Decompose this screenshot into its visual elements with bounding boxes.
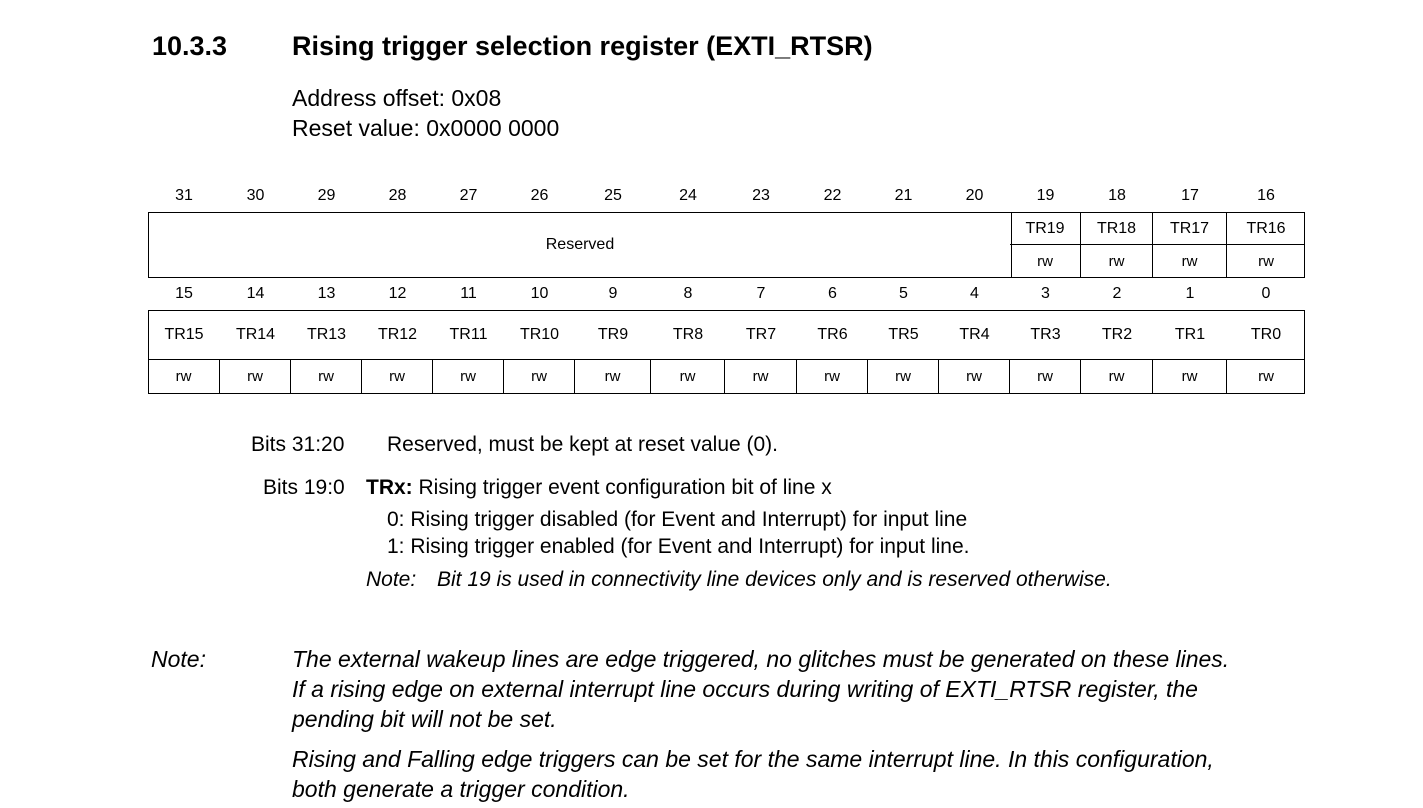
access-tr6: rw [797, 360, 868, 393]
access-tr13: rw [291, 360, 362, 393]
note-label: Note: [151, 646, 206, 672]
access-tr4: rw [939, 360, 1010, 393]
tr-note-text: Bit 19 is used in connectivity line devi… [437, 568, 1112, 591]
register-diagram: 31 30 29 28 27 26 25 24 23 22 21 20 19 18 17 16 Reserve… [0, 0, 1423, 400]
tr-bits-label: Bits 19:0 [263, 476, 345, 499]
field-tr7: TR7 [725, 311, 797, 360]
reset-value: Reset value: 0x0000 0000 [292, 115, 560, 141]
field-tr19: TR19 [1010, 213, 1081, 245]
field-tr3: TR3 [1010, 311, 1081, 360]
reserved-field: Reserved [149, 213, 1012, 277]
upper-register-row: Reserved TR19 rw TR18 rw TR17 rw TR16 rw [148, 212, 1305, 278]
lower-bit-number: 1 [1185, 285, 1195, 302]
access-tr2: rw [1081, 360, 1153, 393]
tr-field-text: Rising trigger event configuration bit o… [418, 476, 832, 499]
field-tr17: TR17 [1153, 213, 1227, 245]
lower-bit-number: 15 [175, 285, 193, 302]
field-tr16: TR16 [1227, 213, 1305, 245]
field-tr12: TR12 [362, 311, 433, 360]
access-tr17: rw [1153, 245, 1227, 277]
note-line-2: If a rising edge on external interrupt l… [292, 676, 1198, 702]
upper-bit-number: 28 [388, 187, 407, 204]
lower-bit-number: 13 [317, 285, 336, 302]
tr-value-0: 0: Rising trigger disabled (for Event an… [387, 508, 968, 531]
field-tr14: TR14 [220, 311, 291, 360]
field-tr10: TR10 [504, 311, 575, 360]
lower-bit-number: 0 [1261, 285, 1271, 302]
tr-field-name: TRx: [366, 476, 413, 499]
lower-bit-number: 9 [608, 285, 618, 302]
lower-bit-number: 6 [828, 285, 837, 302]
field-tr8: TR8 [651, 311, 725, 360]
lower-bit-number: 5 [899, 285, 908, 302]
lower-bit-number: 11 [460, 285, 477, 302]
field-tr18: TR18 [1081, 213, 1153, 245]
access-tr12: rw [362, 360, 433, 393]
section-number: 10.3.3 [152, 31, 228, 61]
access-tr0: rw [1258, 368, 1274, 385]
lower-bit-number: 7 [756, 285, 766, 302]
lower-bit-number: 4 [970, 285, 979, 302]
field-tr1: TR1 [1153, 311, 1227, 360]
access-tr7: rw [725, 360, 797, 393]
field-tr11: TR11 [433, 311, 504, 360]
upper-bit-number: 16 [1257, 187, 1275, 204]
upper-bit-number: 27 [459, 187, 478, 204]
upper-bit-number: 17 [1181, 187, 1199, 204]
upper-bit-number: 25 [604, 187, 622, 204]
upper-bit-number: 31 [175, 187, 193, 204]
upper-bit-number: 19 [1036, 187, 1055, 204]
upper-bit-number: 22 [823, 187, 842, 204]
section-title: Rising trigger selection register (EXTI_… [292, 31, 873, 61]
upper-bit-number: 21 [894, 187, 913, 204]
field-tr2: TR2 [1081, 311, 1153, 360]
lower-bit-number: 3 [1041, 285, 1050, 302]
tr-description: TRx: Rising trigger event configuration … [366, 476, 832, 500]
lower-bit-number: 2 [1112, 285, 1122, 302]
field-tr9: TR9 [575, 311, 651, 360]
access-tr10: rw [504, 360, 575, 393]
field-tr4: TR4 [939, 311, 1010, 360]
address-offset: Address offset: 0x08 [292, 85, 502, 111]
reserved-bits-label: Bits 31:20 [251, 433, 345, 456]
access-tr8: rw [651, 360, 725, 393]
lower-bit-number: 12 [388, 285, 407, 302]
field-tr6: TR6 [797, 311, 868, 360]
lower-bit-number: 10 [530, 285, 549, 302]
access-tr9: rw [575, 360, 651, 393]
upper-bit-number: 20 [965, 187, 984, 204]
access-tr14: rw [220, 360, 291, 393]
reserved-bits-text: Reserved, must be kept at reset value (0… [387, 433, 779, 456]
access-tr18: rw [1081, 245, 1153, 277]
access-tr15: rw [148, 360, 220, 393]
access-tr11: rw [433, 360, 504, 393]
field-tr13: TR13 [291, 311, 362, 360]
upper-bit-number: 18 [1108, 187, 1126, 204]
upper-bit-number: 29 [317, 187, 336, 204]
tr-note-label: Note: [366, 568, 417, 591]
lower-bit-number: 8 [683, 285, 693, 302]
tr-value-1: 1: Rising trigger enabled (for Event and… [387, 535, 970, 558]
access-tr5: rw [868, 360, 939, 393]
note-line-4: Rising and Falling edge triggers can be … [292, 746, 1214, 772]
field-tr0: TR0 [1227, 311, 1305, 360]
upper-bit-number: 26 [530, 187, 549, 204]
note-line-3: pending bit will not be set. [292, 706, 557, 732]
access-tr3: rw [1010, 360, 1081, 393]
field-tr5: TR5 [868, 311, 939, 360]
note-line-1: The external wakeup lines are edge trigg… [292, 646, 1230, 672]
lower-register-row: TR15 rw TR14 rw TR13 rw TR12 rw TR11 rw TR10 rw TR9 r… [148, 310, 1305, 394]
upper-bit-number: 24 [679, 187, 697, 204]
lower-bit-number: 14 [246, 285, 265, 302]
field-tr15: TR15 [148, 311, 220, 360]
access-tr1: rw [1153, 360, 1227, 393]
upper-bit-number: 23 [752, 187, 770, 204]
upper-bit-number: 30 [246, 187, 265, 204]
access-tr16: rw [1258, 252, 1274, 270]
access-tr19: rw [1010, 245, 1081, 277]
note-line-5: both generate a trigger condition. [292, 776, 630, 802]
